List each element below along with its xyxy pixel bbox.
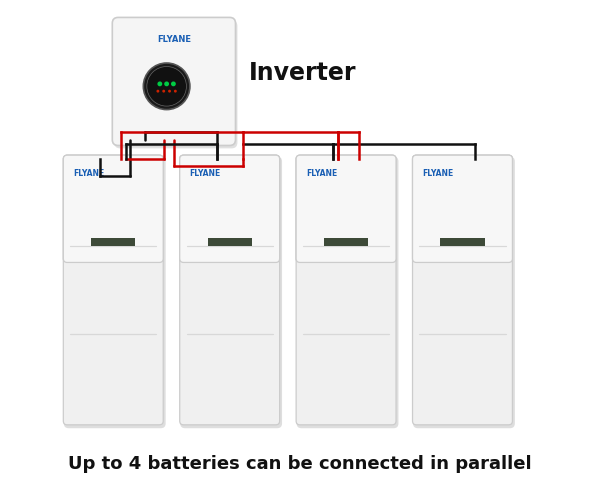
Text: FLYANE: FLYANE [73, 168, 104, 178]
FancyBboxPatch shape [413, 156, 512, 263]
FancyBboxPatch shape [64, 156, 163, 425]
Text: Inverter: Inverter [249, 60, 356, 85]
Circle shape [171, 82, 176, 87]
FancyBboxPatch shape [112, 18, 235, 146]
FancyBboxPatch shape [64, 157, 166, 428]
FancyBboxPatch shape [296, 156, 396, 425]
FancyBboxPatch shape [296, 156, 396, 263]
Circle shape [168, 91, 171, 93]
Text: FLYANE: FLYANE [422, 168, 454, 178]
Circle shape [157, 91, 160, 93]
Bar [440, 238, 485, 247]
FancyBboxPatch shape [180, 156, 280, 263]
Text: FLYANE: FLYANE [306, 168, 337, 178]
FancyBboxPatch shape [114, 21, 238, 149]
Circle shape [143, 64, 190, 110]
Bar [324, 238, 368, 247]
FancyBboxPatch shape [64, 156, 163, 263]
Text: FLYANE: FLYANE [190, 168, 221, 178]
Circle shape [157, 82, 162, 87]
Circle shape [174, 91, 177, 93]
FancyBboxPatch shape [296, 157, 398, 428]
FancyBboxPatch shape [180, 156, 280, 263]
Bar [208, 238, 252, 247]
FancyBboxPatch shape [180, 157, 282, 428]
Circle shape [147, 67, 187, 107]
FancyBboxPatch shape [180, 156, 280, 425]
FancyBboxPatch shape [413, 156, 512, 263]
Bar [91, 238, 136, 247]
Circle shape [164, 82, 169, 87]
FancyBboxPatch shape [64, 156, 163, 263]
Text: Up to 4 batteries can be connected in parallel: Up to 4 batteries can be connected in pa… [68, 454, 532, 472]
FancyBboxPatch shape [296, 156, 396, 263]
FancyBboxPatch shape [413, 156, 512, 425]
FancyBboxPatch shape [413, 157, 515, 428]
Circle shape [162, 91, 165, 93]
Text: FLYANE: FLYANE [157, 35, 191, 44]
